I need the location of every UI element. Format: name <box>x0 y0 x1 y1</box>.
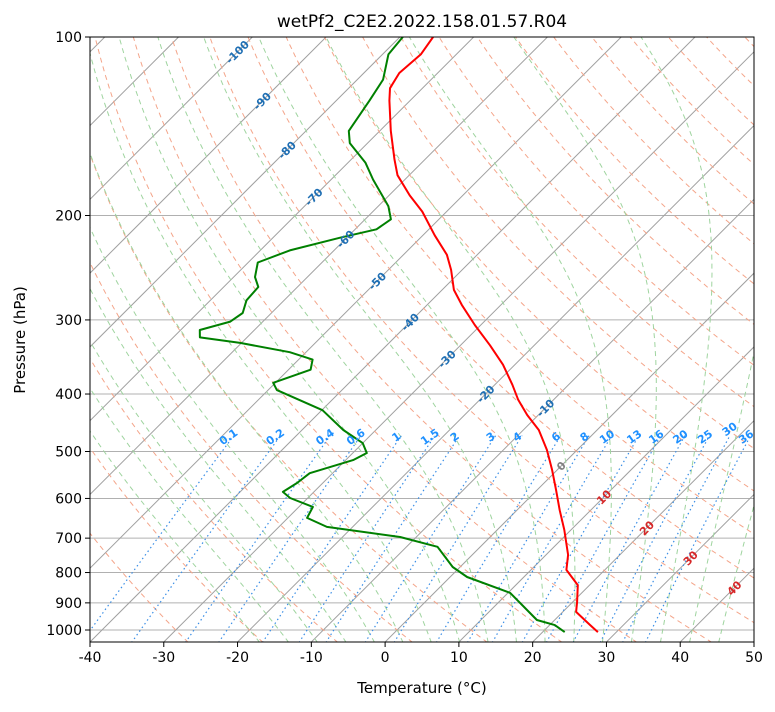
isotherm-line <box>163 37 769 643</box>
x-tick-label: -10 <box>300 650 323 666</box>
chart-title: wetPf2_C2E2.2022.158.01.57.R04 <box>277 12 567 32</box>
x-tick-label: 20 <box>524 650 542 666</box>
y-tick-label: 600 <box>55 491 82 507</box>
isotherm-line <box>16 37 622 643</box>
mixing-ratio-label: 0.2 <box>264 426 287 448</box>
mixing-ratio-line <box>326 436 460 643</box>
isotherm-line <box>458 37 775 643</box>
moist-adiabat-line <box>641 37 712 643</box>
mixing-ratio-label: 1.5 <box>418 426 441 448</box>
isotherm-line <box>0 37 326 643</box>
mixing-ratio-label: 16 <box>646 427 666 447</box>
y-tick-label: 700 <box>55 531 82 547</box>
y-tick-label: 800 <box>55 566 82 582</box>
y-tick-label: 300 <box>55 313 82 329</box>
moist-adiabat-line <box>86 37 432 643</box>
mixing-ratio-line <box>645 436 750 643</box>
mixing-ratio-label: 2 <box>448 430 462 445</box>
mixing-ratio-label: 3 <box>484 430 498 445</box>
moist-adiabat-line <box>326 37 575 643</box>
mixing-ratio-line <box>436 436 560 643</box>
isotherm-line <box>0 37 474 643</box>
mixing-ratio-line <box>522 436 639 643</box>
moist-adiabat-line <box>719 37 775 643</box>
x-tick-label: -30 <box>152 650 175 666</box>
x-tick-label: -40 <box>79 650 102 666</box>
dry-adiabat-line <box>0 37 338 643</box>
moist-adiabat-line <box>0 37 318 643</box>
plot-frame <box>90 37 754 642</box>
y-axis-label: Pressure (hPa) <box>11 286 29 394</box>
y-tick-label: 1000 <box>46 623 82 639</box>
x-tick-label: 50 <box>745 650 763 666</box>
dry-adiabat-line <box>95 37 562 643</box>
mixing-ratio-line <box>81 436 234 643</box>
x-tick-label: 30 <box>598 650 616 666</box>
dry-adiabat-line <box>57 37 488 643</box>
mixing-ratio-label: 0.1 <box>217 426 240 448</box>
dry-adiabat-line <box>630 37 775 643</box>
mixing-ratio-label: 13 <box>624 427 644 446</box>
x-axis-label: Temperature (°C) <box>356 679 486 697</box>
mixing-ratio-label: 6 <box>549 429 563 444</box>
dry-adiabat-line <box>668 37 775 643</box>
moist-adiabat-line <box>690 37 775 643</box>
isotherm-line <box>311 37 775 643</box>
isotherm-label: -80 <box>276 138 299 161</box>
y-tick-label: 100 <box>55 30 82 46</box>
isotherm-line <box>0 37 400 643</box>
y-tick-label: 200 <box>55 209 82 225</box>
isotherm-line <box>385 37 775 643</box>
x-tick-label: 10 <box>450 650 468 666</box>
x-tick-label: 40 <box>671 650 689 666</box>
mixing-ratio-line <box>600 436 709 643</box>
x-tick-label: 0 <box>381 650 390 666</box>
mixing-ratio-label: 10 <box>597 427 617 447</box>
mixing-ratio-line <box>623 436 730 643</box>
mixing-ratio-line <box>365 436 495 643</box>
mixing-ratio-label: 0.4 <box>313 426 337 448</box>
dry-adiabat-line <box>707 37 775 643</box>
isotherm-line <box>89 37 695 643</box>
y-tick-label: 400 <box>55 387 82 403</box>
dry-adiabat-line <box>439 37 775 643</box>
dry-adiabat-line <box>133 37 637 643</box>
isotherm-line <box>753 37 775 643</box>
mixing-ratio-label: 25 <box>695 427 715 446</box>
isotherm-label: -100 <box>223 38 252 67</box>
mixing-ratio-label: 8 <box>578 430 592 445</box>
x-tick-label: -20 <box>226 650 249 666</box>
moist-adiabat-line <box>8 37 346 643</box>
dry-adiabat-line <box>745 37 775 643</box>
y-tick-label: 900 <box>55 596 82 612</box>
moist-adiabat-line <box>0 37 289 643</box>
mixing-ratio-line <box>132 436 281 643</box>
mixing-ratio-line <box>573 436 685 643</box>
dry-adiabat-line <box>516 37 775 643</box>
dry-adiabat-line <box>592 37 775 643</box>
y-tick-label: 500 <box>55 444 82 460</box>
moist-adiabat-line <box>514 37 657 643</box>
dry-adiabat-line <box>477 37 775 643</box>
